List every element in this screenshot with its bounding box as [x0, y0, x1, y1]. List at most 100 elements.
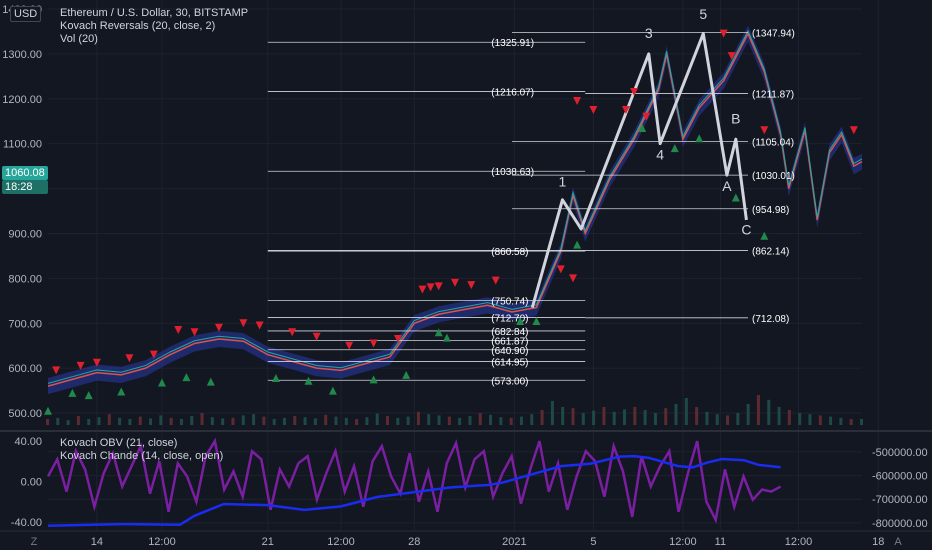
time-tick-label: 12:00 [669, 536, 697, 548]
elliott-wave: 1 3 4 5 A B C [530, 6, 751, 308]
buy-marker [516, 317, 525, 326]
buy-marker [304, 376, 313, 385]
volume-bar [56, 417, 60, 425]
volume-bar [798, 413, 802, 425]
sell-marker [312, 332, 321, 341]
price-tick-label: 900.00 [8, 228, 42, 240]
volume-bar [149, 418, 153, 425]
buy-marker [638, 123, 647, 132]
volume-bar [767, 399, 771, 425]
price-candles [47, 25, 863, 395]
volume-bar [169, 417, 173, 425]
volume-bar [138, 416, 142, 425]
volume-bar [241, 415, 245, 425]
level-label: (1216.07) [491, 88, 534, 99]
buy-marker [434, 328, 443, 337]
sell-marker [125, 354, 134, 363]
left-tick-label: -40.00 [11, 517, 42, 529]
sell-marker [760, 126, 769, 135]
right-tick-label: -600000.00 [872, 471, 928, 483]
volume-bar [468, 416, 472, 425]
sell-marker [174, 325, 183, 334]
volume-bar [684, 398, 688, 425]
level-label: (1325.91) [491, 38, 534, 49]
buy-marker [328, 386, 337, 395]
volume-bar [313, 418, 317, 425]
time-axis[interactable]: 14 12:00 21 12:00 28 2021 5 12:00 11 12:00 18 Z A [0, 530, 932, 548]
indicator-reversals[interactable]: Kovach Reversals (20, close, 2) [60, 20, 216, 32]
obv-line [47, 454, 781, 527]
buy-marker [442, 333, 451, 342]
volume-bar [643, 410, 647, 425]
indicator-legend: Kovach OBV (21, close) Kovach Chande (14… [60, 437, 223, 463]
volume-bar [849, 419, 853, 425]
volume-bar [808, 414, 812, 425]
volume-bar [715, 414, 719, 425]
time-tick-label: 12:00 [785, 536, 813, 548]
volume-bar [674, 404, 678, 425]
price-tick-label: 1200.00 [2, 94, 42, 106]
level-label: (614.95) [491, 357, 528, 368]
symbol-title[interactable]: Ethereum / U.S. Dollar, 30, BITSTAMP [60, 7, 249, 19]
sell-marker [255, 321, 264, 330]
volume-bar [540, 410, 544, 425]
price-grid [48, 0, 879, 530]
sell-marker [573, 97, 582, 106]
sell-marker [149, 350, 158, 359]
currency-label[interactable]: USD [10, 6, 42, 22]
level-label: (1038.63) [491, 167, 534, 178]
buy-marker [157, 378, 166, 387]
volume-bar [406, 416, 410, 425]
time-tick-label: 12:00 [327, 536, 355, 548]
volume-bar [334, 416, 338, 425]
wave-label: 1 [559, 173, 567, 189]
level-label: (1030.01) [752, 171, 795, 182]
buy-marker [206, 377, 215, 386]
indicator-obv[interactable]: Kovach OBV (21, close) [60, 437, 178, 449]
time-tick-label: 21 [262, 536, 274, 548]
time-tick-label: 18 [872, 536, 884, 548]
volume-bar [76, 416, 80, 425]
sell-marker [288, 328, 297, 337]
volume-bar [746, 404, 750, 425]
volume-bar [46, 419, 49, 425]
indicator-axis[interactable]: 40.00 0.00 -40.00 -500000.00 -600000.00 -7000… [11, 436, 928, 530]
indicator-chande[interactable]: Kovach Chande (14, close, open) [60, 450, 224, 462]
time-tick-label: 2021 [502, 536, 526, 548]
volume-bar [66, 420, 70, 425]
volume-bar [489, 414, 493, 425]
buy-marker [573, 240, 582, 249]
volume-bar [726, 415, 730, 425]
indicator-volume[interactable]: Vol (20) [60, 33, 98, 45]
price-axis[interactable]: 1400.001300.001200.001100.001000.00900.0… [2, 4, 42, 420]
volume-bar [571, 408, 575, 425]
time-tick-label: 11 [715, 536, 726, 548]
level-label: (954.98) [752, 205, 789, 216]
volume-bar [118, 417, 122, 425]
volume-bar [272, 419, 276, 425]
sell-marker [394, 334, 403, 343]
volume-bar [396, 417, 400, 425]
sell-marker [52, 366, 61, 375]
volume-bar [200, 413, 204, 425]
sell-marker [849, 126, 858, 135]
volume-bar [509, 417, 513, 425]
price-tick-label: 700.00 [8, 318, 42, 330]
volume-bar [592, 410, 596, 425]
price-line-up [47, 29, 863, 384]
volume-bar [447, 416, 451, 425]
sell-marker [621, 105, 630, 114]
level-label: (1105.04) [752, 137, 794, 148]
sell-marker [467, 281, 476, 290]
reversal-markers [44, 29, 858, 415]
buy-marker [44, 406, 52, 415]
price-tick-label: 800.00 [8, 273, 42, 285]
level-label: (862.14) [752, 246, 789, 257]
volume-bar [736, 413, 740, 425]
last-price-badge: 1060.08 [2, 166, 48, 180]
buy-marker [68, 388, 77, 397]
volume-bar [324, 414, 328, 425]
price-band [48, 25, 862, 395]
wave-label: B [731, 110, 740, 126]
